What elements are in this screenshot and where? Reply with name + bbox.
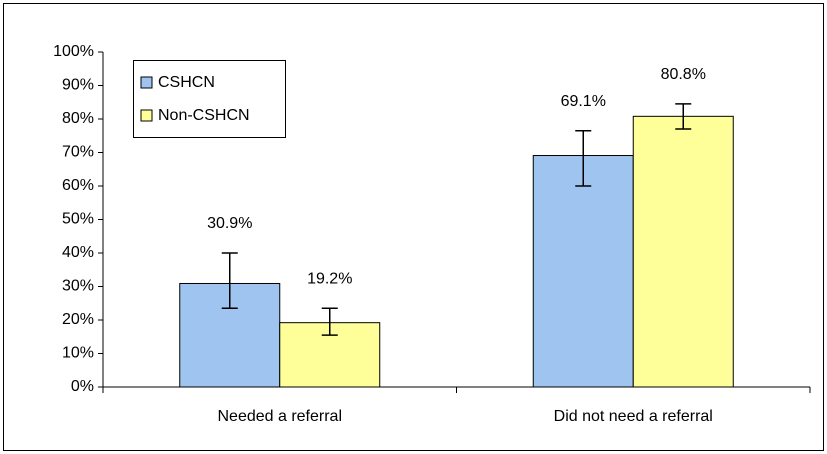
y-tick-label: 50% xyxy=(62,211,94,228)
y-tick-label: 0% xyxy=(71,378,94,395)
y-tick-label: 40% xyxy=(62,244,94,261)
x-tick-label: Did not need a referral xyxy=(554,408,713,425)
legend-label: CSHCN xyxy=(158,74,215,91)
data-label: 19.2% xyxy=(307,270,352,287)
data-label: 30.9% xyxy=(207,215,252,232)
legend-label: Non-CSHCN xyxy=(158,107,250,124)
y-tick-label: 20% xyxy=(62,311,94,328)
data-label: 69.1% xyxy=(561,93,606,110)
bar xyxy=(532,155,634,388)
y-tick-label: 90% xyxy=(62,77,94,94)
y-tick-label: 30% xyxy=(62,278,94,295)
data-label: 80.8% xyxy=(661,66,706,83)
y-tick-label: 80% xyxy=(62,110,94,127)
x-tick-label: Needed a referral xyxy=(217,408,342,425)
y-tick-label: 60% xyxy=(62,177,94,194)
bar xyxy=(632,115,734,388)
y-tick-label: 100% xyxy=(53,43,94,60)
y-tick-label: 10% xyxy=(62,345,94,362)
legend-box xyxy=(133,60,286,138)
legend-swatch xyxy=(140,109,153,122)
legend-swatch xyxy=(140,76,153,89)
y-tick-label: 70% xyxy=(62,144,94,161)
